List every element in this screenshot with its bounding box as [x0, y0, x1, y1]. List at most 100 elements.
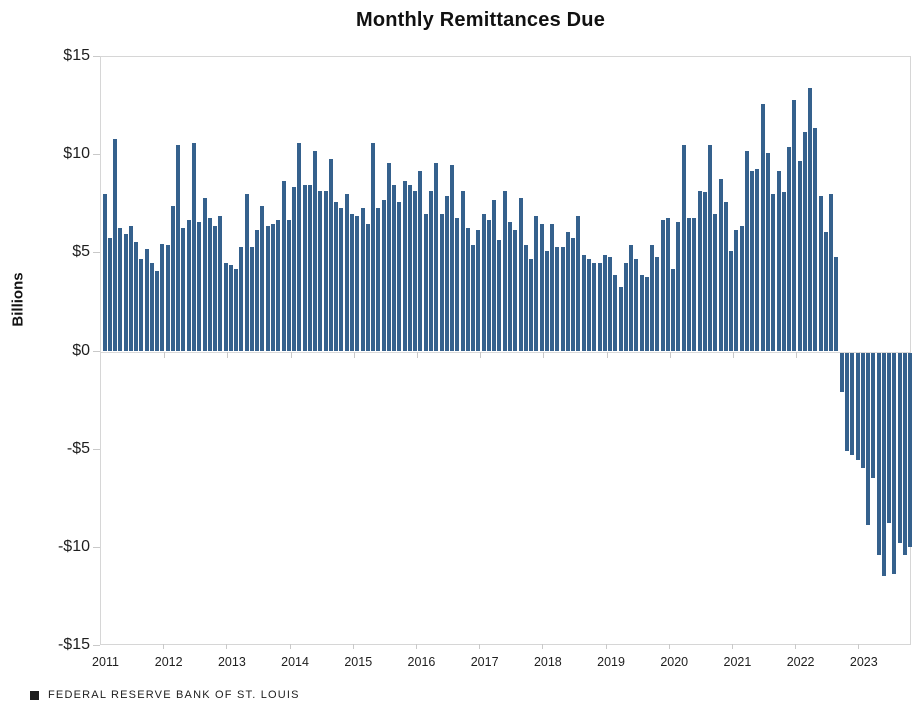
zero-axis-year-tick — [164, 351, 165, 358]
bar — [102, 194, 107, 352]
bar — [586, 259, 591, 352]
bar — [597, 263, 602, 352]
x-axis-year-tick — [858, 644, 859, 649]
bar — [892, 352, 897, 575]
bar — [845, 352, 849, 451]
bar — [165, 245, 170, 352]
source-label: FEDERAL RESERVE BANK OF ST. LOUIS — [48, 689, 300, 701]
source-square-icon — [30, 690, 39, 700]
bar — [750, 170, 755, 352]
bar — [360, 208, 365, 352]
x-axis-year-tick — [669, 644, 670, 649]
bar — [723, 202, 728, 352]
x-axis-year-tick — [163, 644, 164, 649]
zero-axis-year-tick — [227, 351, 228, 358]
x-axis-year-tick — [479, 644, 480, 649]
bar — [581, 255, 586, 352]
bar — [802, 131, 807, 352]
y-axis-tick — [93, 252, 100, 254]
bar — [160, 243, 165, 352]
bar — [139, 259, 144, 352]
bar — [860, 352, 865, 469]
y-axis-label: $5 — [72, 243, 90, 261]
x-axis-year-tick — [290, 644, 291, 649]
bar — [313, 151, 318, 352]
bar — [787, 147, 792, 352]
bar — [239, 247, 244, 352]
zero-axis-year-tick — [480, 351, 481, 358]
bar — [213, 225, 218, 352]
x-axis-label: 2023 — [849, 655, 878, 669]
bar — [107, 237, 112, 352]
bar — [407, 184, 412, 352]
bar — [476, 229, 481, 352]
bar — [302, 184, 307, 352]
bar — [355, 216, 360, 352]
chart-title: Monthly Remittances Due — [355, 9, 606, 31]
zero-axis-year-tick — [796, 351, 797, 358]
zero-gridline — [101, 351, 910, 353]
zero-axis-year-tick — [543, 351, 544, 358]
x-axis-year-tick — [606, 644, 607, 649]
bar — [871, 352, 876, 479]
bar — [818, 196, 823, 352]
bar — [497, 239, 502, 352]
x-axis-label: 2014 — [281, 655, 309, 669]
x-axis-year-tick — [732, 644, 733, 649]
bar — [523, 245, 528, 352]
bar — [450, 164, 455, 352]
bar — [418, 170, 423, 352]
bar — [260, 206, 265, 352]
bar — [897, 352, 902, 543]
bar — [739, 225, 744, 352]
y-axis-label: $10 — [63, 145, 90, 163]
bar — [608, 257, 613, 352]
bar — [702, 192, 707, 352]
x-axis-label: 2020 — [660, 655, 689, 669]
zero-axis-year-tick — [733, 351, 734, 358]
bar — [265, 225, 270, 352]
x-axis-label: 2012 — [154, 655, 183, 669]
bar — [839, 352, 844, 392]
source-footer: FEDERAL RESERVE BANK OF ST. LOUIS — [30, 689, 300, 701]
bar — [292, 186, 297, 352]
x-axis-label: 2021 — [723, 655, 752, 669]
bar — [629, 245, 634, 352]
bar — [718, 178, 723, 352]
zero-axis-year-tick — [417, 351, 418, 358]
zero-axis-year-tick — [354, 351, 355, 358]
bar — [602, 255, 607, 352]
bar — [655, 257, 660, 352]
y-axis-tick — [93, 546, 100, 548]
y-axis-label: $0 — [72, 341, 90, 359]
y-axis-tick — [93, 350, 100, 352]
bar — [323, 190, 328, 352]
bar — [850, 352, 855, 455]
bar — [876, 352, 881, 555]
y-axis-tick — [93, 645, 100, 646]
bar — [692, 217, 697, 352]
bar — [350, 214, 354, 352]
bar — [281, 180, 286, 352]
bar — [665, 217, 670, 352]
bar — [223, 263, 228, 352]
bar — [192, 143, 197, 352]
bar — [255, 229, 260, 352]
x-axis-label: 2016 — [407, 655, 436, 669]
bar — [113, 139, 118, 352]
y-axis-label: -$15 — [57, 636, 90, 653]
bar — [386, 163, 391, 352]
bar — [507, 221, 512, 352]
bar — [813, 127, 818, 352]
bar — [149, 263, 154, 352]
y-axis-label: $15 — [63, 47, 90, 64]
bar — [234, 269, 239, 352]
x-axis-year-tick — [542, 644, 543, 649]
x-axis-label: 2018 — [533, 655, 562, 669]
bar — [381, 200, 386, 352]
x-axis-label: 2013 — [217, 655, 246, 669]
bar — [176, 145, 181, 352]
bar — [439, 214, 444, 352]
y-axis-tick — [93, 448, 100, 450]
